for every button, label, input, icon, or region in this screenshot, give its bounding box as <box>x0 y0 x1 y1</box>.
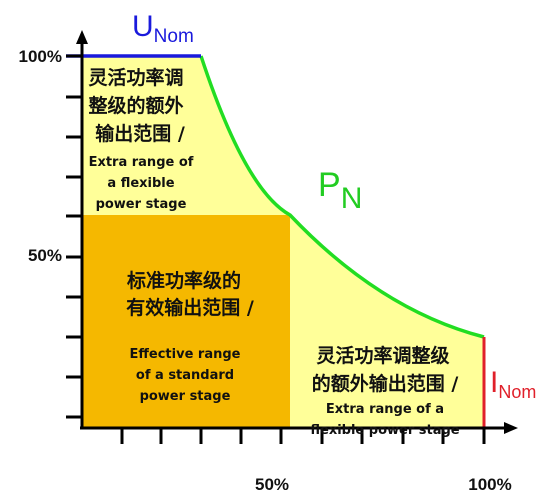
p-n-label: PN <box>318 166 362 215</box>
effective-range-region <box>82 215 290 427</box>
y-label-50: 50% <box>28 246 62 265</box>
svg-text:flexible power stage: flexible power stage <box>310 423 459 438</box>
x-axis-arrow <box>504 422 518 434</box>
svg-text:power stage: power stage <box>140 389 231 404</box>
svg-text:power stage: power stage <box>96 197 187 212</box>
y-axis-arrow <box>76 30 88 44</box>
svg-text:Effective range: Effective range <box>130 347 241 362</box>
svg-text:灵活功率调整级: 灵活功率调整级 <box>316 344 449 367</box>
svg-text:输出范围 /: 输出范围 / <box>95 122 185 145</box>
svg-text:有效输出范围 /: 有效输出范围 / <box>126 296 254 319</box>
svg-text:的额外输出范围 /: 的额外输出范围 / <box>312 372 459 395</box>
svg-text:整级的额外: 整级的额外 <box>88 94 183 117</box>
x-label-100: 100% <box>468 475 511 494</box>
upper-extra-text: 灵活功率调 整级的额外 输出范围 / Extra range of a flex… <box>88 66 193 212</box>
right-extra-text: 灵活功率调整级 的额外输出范围 / Extra range of a flexi… <box>310 344 459 438</box>
y-label-100: 100% <box>19 47 62 66</box>
svg-text:标准功率级的: 标准功率级的 <box>127 269 241 292</box>
y-ticks <box>66 54 82 419</box>
svg-text:of a standard: of a standard <box>136 368 234 383</box>
svg-text:Extra range of: Extra range of <box>89 155 194 170</box>
x-ticks <box>120 428 486 444</box>
svg-text:a flexible: a flexible <box>107 176 174 191</box>
u-nom-label: UNom <box>132 10 194 47</box>
svg-text:灵活功率调: 灵活功率调 <box>88 66 183 89</box>
power-curve <box>199 55 485 339</box>
i-nom-label: INom <box>490 366 536 402</box>
svg-text:Extra range of a: Extra range of a <box>326 402 444 417</box>
x-label-50: 50% <box>255 475 289 494</box>
effective-range-text: 标准功率级的 有效输出范围 / Effective range of a sta… <box>126 269 254 404</box>
